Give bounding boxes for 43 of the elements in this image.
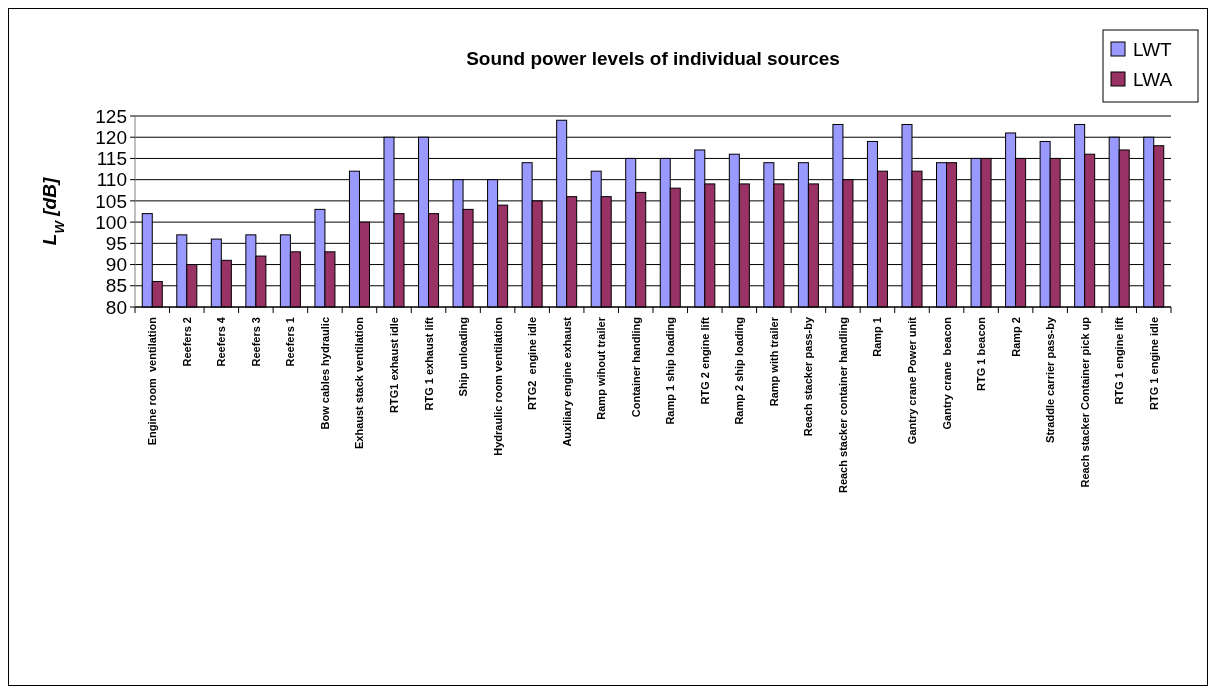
y-tick-label: 115 xyxy=(96,148,127,170)
x-tick-label: Reefers 2 xyxy=(180,317,193,367)
x-tick-label: Reefers 3 xyxy=(249,317,262,367)
y-tick-label: 90 xyxy=(105,254,127,276)
x-tick-label: RTG2 engine idle xyxy=(526,317,539,410)
x-tick-label: Ship unloading xyxy=(457,317,470,397)
x-tick-label: Straddle carrier pass-by xyxy=(1044,316,1057,443)
x-tick-label: Ramp wihout trailer xyxy=(595,316,608,420)
x-tick-label: Gantry crane beacon xyxy=(940,316,953,430)
x-tick-label: Hydraulic room ventilation xyxy=(491,316,504,456)
y-tick-label: 125 xyxy=(95,105,127,127)
x-tick-label: Reefers 1 xyxy=(284,317,297,367)
legend-label: LWT xyxy=(1133,38,1173,60)
x-tick-label: Engine room ventilation xyxy=(146,316,159,446)
x-tick-label: Reach stacker pass-by xyxy=(802,316,815,437)
y-tick-label: 80 xyxy=(105,296,127,318)
x-tick-label: Reefers 4 xyxy=(215,316,228,367)
x-tick-label: Bow cables hydraulic xyxy=(318,317,331,430)
y-tick-label: 110 xyxy=(96,169,127,191)
x-tick-label: Container handling xyxy=(629,317,642,418)
x-tick-label: Ramp 2 ship loading xyxy=(733,317,746,425)
x-tick-label: Ramp 1 xyxy=(871,317,884,357)
x-tick-label: Ramp with trailer xyxy=(767,316,780,407)
x-tick-label: RTG1 exhaust idle xyxy=(388,317,400,413)
y-tick-label: 85 xyxy=(105,275,127,297)
x-tick-label: RTG 1 exhaust lift xyxy=(422,316,435,411)
y-tick-label: 95 xyxy=(105,232,127,254)
y-tick-label: 100 xyxy=(95,211,127,233)
x-tick-label: RTG 2 engine lift xyxy=(698,316,711,405)
legend-label: LWA xyxy=(1133,68,1173,90)
x-tick-label: Reach stacker Container pick up xyxy=(1078,316,1091,488)
x-tick-label: Reach stacker container handling xyxy=(836,317,849,494)
y-tick-label: 105 xyxy=(95,190,127,212)
x-tick-label: Auxiliary engine exhaust xyxy=(560,316,573,447)
x-tick-label: RTG 1 engine idle xyxy=(1147,317,1160,410)
x-tick-label: Ramp 1 ship loading xyxy=(664,317,677,425)
x-tick-label: Gantry crane Power unit xyxy=(906,316,918,445)
chart-title: Sound power levels of individual sources xyxy=(466,48,840,69)
x-tick-label: Exhaust stack ventilation xyxy=(353,316,366,450)
x-tick-label: RTG 1 engine lift xyxy=(1113,316,1126,405)
x-tick-label: Ramp 2 xyxy=(1009,317,1022,357)
y-tick-label: 120 xyxy=(95,126,127,148)
x-tick-label: RTG 1 beacon xyxy=(975,316,988,391)
